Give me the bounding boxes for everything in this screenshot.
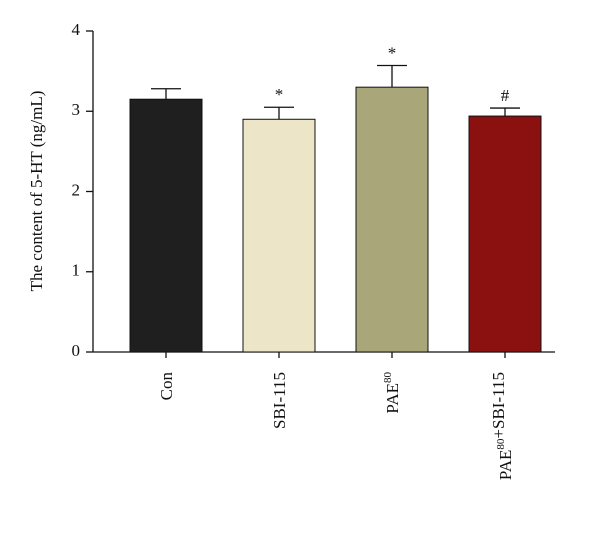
y-tick-label: 3 bbox=[72, 100, 81, 119]
bar bbox=[242, 118, 316, 353]
bar bbox=[468, 115, 542, 353]
x-tick-label: SBI-115 bbox=[270, 372, 289, 429]
y-tick-label: 4 bbox=[72, 20, 81, 39]
y-tick-label: 1 bbox=[72, 261, 81, 280]
bar bbox=[129, 98, 203, 353]
x-tick-label: Con bbox=[157, 372, 176, 401]
y-axis-title: The content of 5-HT (ng/mL) bbox=[27, 91, 46, 292]
x-tick-label: PAE80+SBI-115 bbox=[489, 372, 515, 480]
significance-mark: # bbox=[501, 86, 510, 105]
x-tick-label: PAE80 bbox=[382, 372, 402, 414]
y-tick-label: 2 bbox=[72, 180, 81, 199]
bar bbox=[355, 86, 429, 353]
significance-mark: * bbox=[275, 85, 284, 104]
significance-mark: * bbox=[388, 44, 397, 63]
y-tick-label: 0 bbox=[72, 341, 81, 360]
